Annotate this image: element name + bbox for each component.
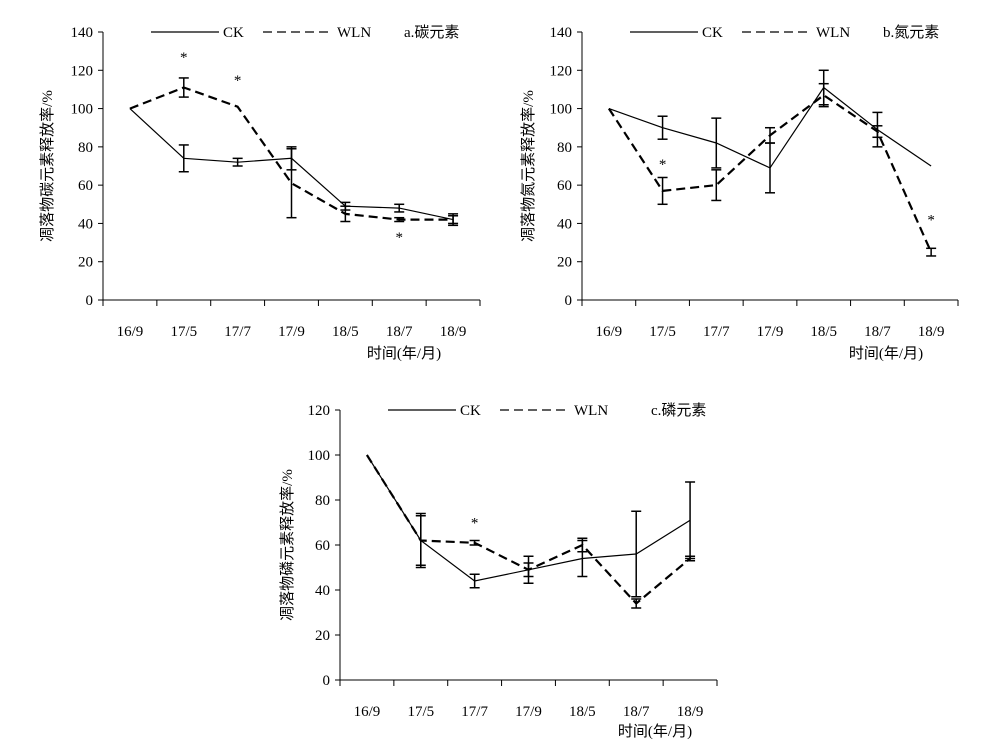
error-bar-ck [765, 142, 775, 194]
x-tick-label: 18/7 [386, 324, 413, 340]
x-tick-label: 17/5 [407, 704, 434, 720]
error-bar-ck [394, 203, 405, 213]
y-tick-label: 60 [557, 178, 572, 194]
error-bar-ck [685, 481, 696, 560]
x-tick-label: 16/9 [117, 324, 144, 340]
error-bar-wln [415, 515, 426, 566]
x-tick-label: 17/5 [649, 324, 676, 340]
error-bar-wln [657, 176, 668, 206]
error-bar-wln [818, 82, 829, 108]
error-bar-wln [765, 126, 775, 144]
y-tick-label: 100 [550, 102, 573, 118]
error-bar-wln [286, 148, 297, 219]
legend-label-wln: WLN [816, 25, 850, 41]
x-tick-label: 17/7 [461, 704, 488, 720]
x-tick-label: 17/9 [757, 324, 784, 340]
legend: CK WLN [388, 403, 608, 419]
legend-label-wln: WLN [574, 403, 608, 419]
y-tick-label: 60 [315, 538, 330, 554]
error-bar-wln [872, 125, 883, 139]
legend-label-ck: CK [223, 25, 244, 41]
error-bar-ck [232, 157, 243, 167]
y-tick-label: 40 [78, 216, 93, 232]
y-tick-label: 140 [550, 25, 573, 41]
chart-panel-2: 0 20 40 60 80 100 120 140 16/9 17/5 17/7 17/9 18/5 18… [520, 24, 959, 362]
y-tick-label: 100 [71, 102, 94, 118]
x-tick-label: 16/9 [354, 704, 381, 720]
x-axis-label: 时间(年/月) [849, 345, 923, 362]
significance-marker: * [659, 157, 667, 173]
y-tick-label: 120 [71, 63, 94, 79]
x-tick-label: 18/9 [677, 704, 704, 720]
legend-label-ck: CK [702, 25, 723, 41]
y-tick-label: 0 [323, 673, 331, 689]
y-tick-label: 80 [78, 140, 93, 156]
y-axis-label: 凋落物碳元素释放率/% [39, 90, 56, 242]
error-bar-ck [469, 573, 480, 589]
error-bar-ck [631, 510, 642, 598]
significance-marker: * [234, 73, 242, 89]
y-tick-label: 120 [308, 403, 331, 419]
y-axis-label: 凋落物氮元素释放率/% [520, 90, 537, 242]
error-bar-wln [926, 247, 937, 257]
x-tick-label: 18/5 [332, 324, 359, 340]
legend-label-wln: WLN [337, 25, 371, 41]
error-bar-ck [657, 115, 668, 140]
legend: CK WLN [151, 25, 371, 41]
x-tick-label: 18/7 [864, 324, 891, 340]
y-tick-label: 80 [315, 493, 330, 509]
chart-panel-3: 0 20 40 60 80 100 120 16/9 17/5 17/7 17/9 18/5 18/7 1… [279, 402, 718, 740]
legend-label-ck: CK [460, 403, 481, 419]
y-tick-label: 20 [557, 255, 572, 271]
y-tick-label: 20 [78, 255, 93, 271]
x-tick-label: 17/5 [170, 324, 197, 340]
error-bar-wln [469, 539, 480, 546]
y-tick-label: 100 [308, 448, 331, 464]
significance-marker: * [395, 230, 403, 246]
y-tick-label: 80 [557, 140, 572, 156]
significance-marker: * [471, 516, 479, 532]
x-tick-label: 17/7 [703, 324, 730, 340]
significance-marker: * [927, 213, 935, 229]
error-bar-ck [178, 144, 189, 173]
y-tick-label: 0 [86, 293, 94, 309]
x-tick-label: 18/5 [810, 324, 837, 340]
y-tick-label: 40 [557, 216, 572, 232]
x-tick-label: 18/7 [623, 704, 650, 720]
error-bar-wln [394, 216, 405, 223]
legend: CK WLN [630, 25, 850, 41]
x-axis-label: 时间(年/月) [367, 345, 441, 362]
y-tick-label: 120 [550, 63, 573, 79]
error-bar-wln [711, 169, 722, 202]
x-tick-label: 17/9 [515, 704, 542, 720]
x-tick-label: 18/9 [440, 324, 467, 340]
error-bar-wln [577, 537, 588, 553]
error-bar-ck [711, 117, 722, 169]
error-bar-wln [178, 77, 189, 98]
x-tick-label: 16/9 [596, 324, 623, 340]
panel-title: a.碳元素 [404, 24, 459, 41]
error-bar-wln [631, 598, 642, 609]
y-tick-label: 60 [78, 178, 93, 194]
y-axis-label: 凋落物磷元素释放率/% [279, 469, 296, 621]
y-tick-label: 40 [315, 583, 330, 599]
significance-marker: * [180, 50, 188, 66]
x-tick-label: 17/7 [224, 324, 251, 340]
y-tick-label: 20 [315, 628, 330, 644]
x-tick-label: 18/5 [569, 704, 596, 720]
error-bar-wln [448, 213, 459, 227]
x-tick-label: 18/9 [918, 324, 945, 340]
y-tick-label: 140 [71, 25, 94, 41]
panel-title: b.氮元素 [883, 24, 939, 41]
error-bar-wln [340, 205, 351, 223]
error-bar-wln [685, 555, 696, 562]
x-axis-label: 时间(年/月) [618, 723, 692, 740]
panel-title: c.磷元素 [651, 402, 706, 419]
y-tick-label: 0 [565, 293, 573, 309]
x-tick-label: 17/9 [278, 324, 305, 340]
error-bar-wln [523, 562, 534, 578]
chart-panel-1: 0 20 40 60 80 100 120 140 16/9 17/5 17/7 17/9 18/5 18… [39, 24, 481, 362]
